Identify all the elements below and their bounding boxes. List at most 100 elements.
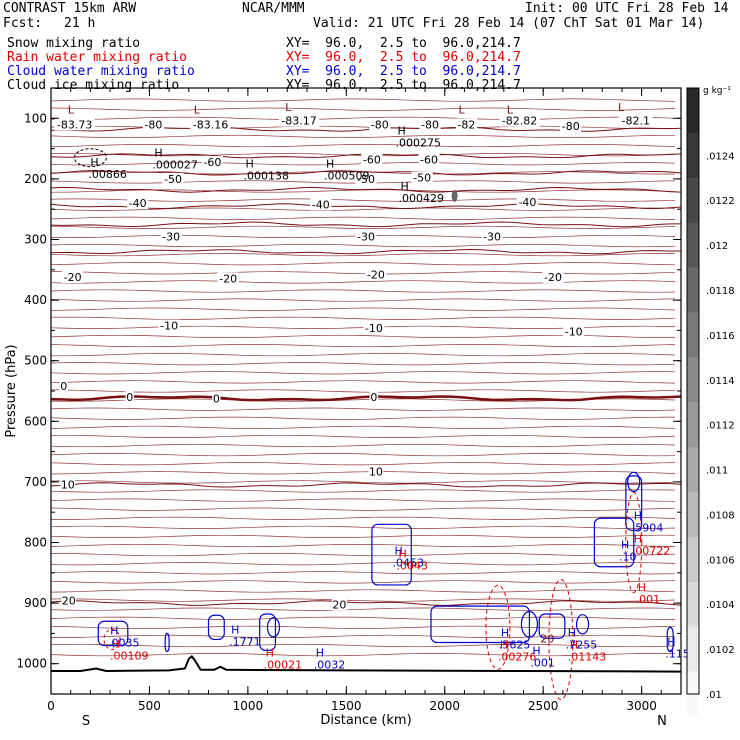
extremum-marker: L: [285, 101, 292, 114]
extremum-value-label: .000027: [152, 158, 198, 171]
y-tick-label: 800: [24, 536, 47, 550]
extremum-marker: H: [154, 146, 162, 159]
extremum-marker: L: [459, 103, 466, 116]
temperature-contour-label: -20: [544, 271, 562, 284]
label-background: [411, 171, 433, 184]
temperature-contour-line: [50, 298, 676, 302]
label-background: [363, 321, 385, 334]
temperature-contour-line: [51, 634, 676, 638]
extremum-marker: H: [400, 180, 408, 193]
x-tick-label: 0: [47, 699, 55, 713]
extremum-marker: H: [568, 626, 576, 639]
cloud-water-contour: [627, 471, 641, 493]
colorbar-tick-label: .0118: [706, 286, 735, 297]
label-background: [332, 598, 347, 611]
label-background: [369, 118, 391, 131]
y-tick-label: 600: [24, 414, 47, 428]
temperature-contour-label: -60: [363, 154, 381, 167]
colorbar-tick-label: .0116: [706, 331, 735, 342]
temperature-contour-line: [50, 480, 676, 484]
colorbar-segment: [687, 536, 699, 583]
colorbar-tick-label: .01: [706, 690, 722, 701]
temperature-contour-line: [50, 643, 676, 648]
colorbar-tick-label: .011: [706, 466, 728, 477]
temperature-contour-line: [50, 144, 676, 148]
cloud-water-contour: [430, 605, 531, 644]
extremum-value-label: .00866: [88, 168, 127, 181]
temperature-contour-label: 10: [369, 466, 383, 479]
label-background: [355, 230, 377, 243]
colorbar-segment: [687, 492, 699, 538]
colorbar-segment: [687, 626, 699, 673]
label-background: [499, 114, 540, 127]
temperature-contour-line: [50, 116, 676, 120]
temperature-contour-label: 10: [61, 478, 75, 491]
temperature-contour-line: [50, 625, 676, 629]
label-background: [481, 230, 503, 243]
label-background: [278, 114, 320, 127]
cloud-water-contour: [97, 620, 129, 647]
label-background: [217, 272, 239, 285]
colorbar-tick-label: .0114: [706, 376, 735, 387]
temperature-contour-line: [50, 316, 676, 320]
y-tick-label: 200: [24, 172, 47, 186]
x-end-label-south: S: [82, 714, 90, 729]
temperature-contour-label: -30: [357, 230, 375, 243]
colorbar: g kg⁻¹ .0124 .0122 .012 .0118 .0116 .0114 .0112…: [686, 86, 735, 717]
extremum-value-label: .00021: [264, 658, 303, 671]
label-background: [369, 391, 379, 404]
temperature-contour-line: [50, 198, 676, 202]
temperature-contour-line: [50, 207, 676, 211]
temperature-contour-line: [50, 362, 676, 366]
rain-water-contour: [548, 578, 574, 700]
extremum-marker: H: [231, 623, 239, 636]
temperature-contour-line: [50, 589, 676, 593]
label-background: [59, 380, 68, 393]
colorbar-tick-label: .0122: [706, 196, 735, 207]
x-end-label-north: N: [657, 714, 667, 729]
label-background: [61, 594, 77, 607]
extremum-value-label: .01143: [568, 651, 607, 664]
colorbar-segment: [687, 447, 699, 493]
label-background: [158, 319, 180, 332]
temperature-contour-line: [50, 443, 676, 448]
temperature-contour-line: [50, 553, 676, 557]
extremum-marker: H: [500, 639, 508, 652]
temperature-contour-line: [50, 598, 676, 602]
temperature-contour-line: [50, 543, 676, 548]
cloud-water-contour: [666, 626, 674, 653]
temperature-contour-label: -10: [365, 322, 383, 335]
extremum-marker: H: [398, 548, 406, 561]
temperature-contour-label: -50: [357, 173, 375, 186]
temperature-contour-line: [50, 221, 681, 228]
temperature-contour-line: [50, 482, 682, 488]
extremum-marker: H: [316, 646, 324, 659]
temperature-contour-line: [50, 271, 676, 275]
temperature-contour-label: -50: [164, 173, 182, 186]
label-background: [516, 195, 539, 208]
extremum-value-label: .000429: [398, 192, 444, 205]
extremum-value-label: .00276: [498, 651, 537, 664]
colorbar-segment: [687, 132, 699, 179]
temperature-contour-label: -30: [483, 230, 501, 243]
extremum-value-label: .00722: [632, 545, 671, 558]
extremum-marker: H: [501, 626, 509, 639]
extremum-marker: H: [398, 125, 406, 138]
extremum-marker: H: [532, 645, 540, 658]
temperature-contour-label: 20: [62, 595, 76, 608]
label-background: [160, 230, 182, 243]
label-background: [368, 465, 384, 478]
temperature-contour-label: -80: [562, 120, 580, 133]
extremum-value-label: 20: [540, 632, 554, 645]
temperature-contour-line: [50, 253, 675, 257]
label-background: [212, 392, 221, 405]
temperature-contour-line: [50, 416, 675, 420]
temperature-contour-line: [50, 471, 676, 475]
extremum-marker: H: [634, 533, 642, 546]
temperature-contour-line: [50, 307, 676, 311]
cloud-water-contour: [520, 610, 539, 638]
y-tick-label: 900: [24, 596, 47, 610]
extremum-marker: H: [621, 539, 629, 552]
temperature-contour-label: 0: [60, 380, 67, 393]
extremum-marker: H: [246, 157, 254, 170]
